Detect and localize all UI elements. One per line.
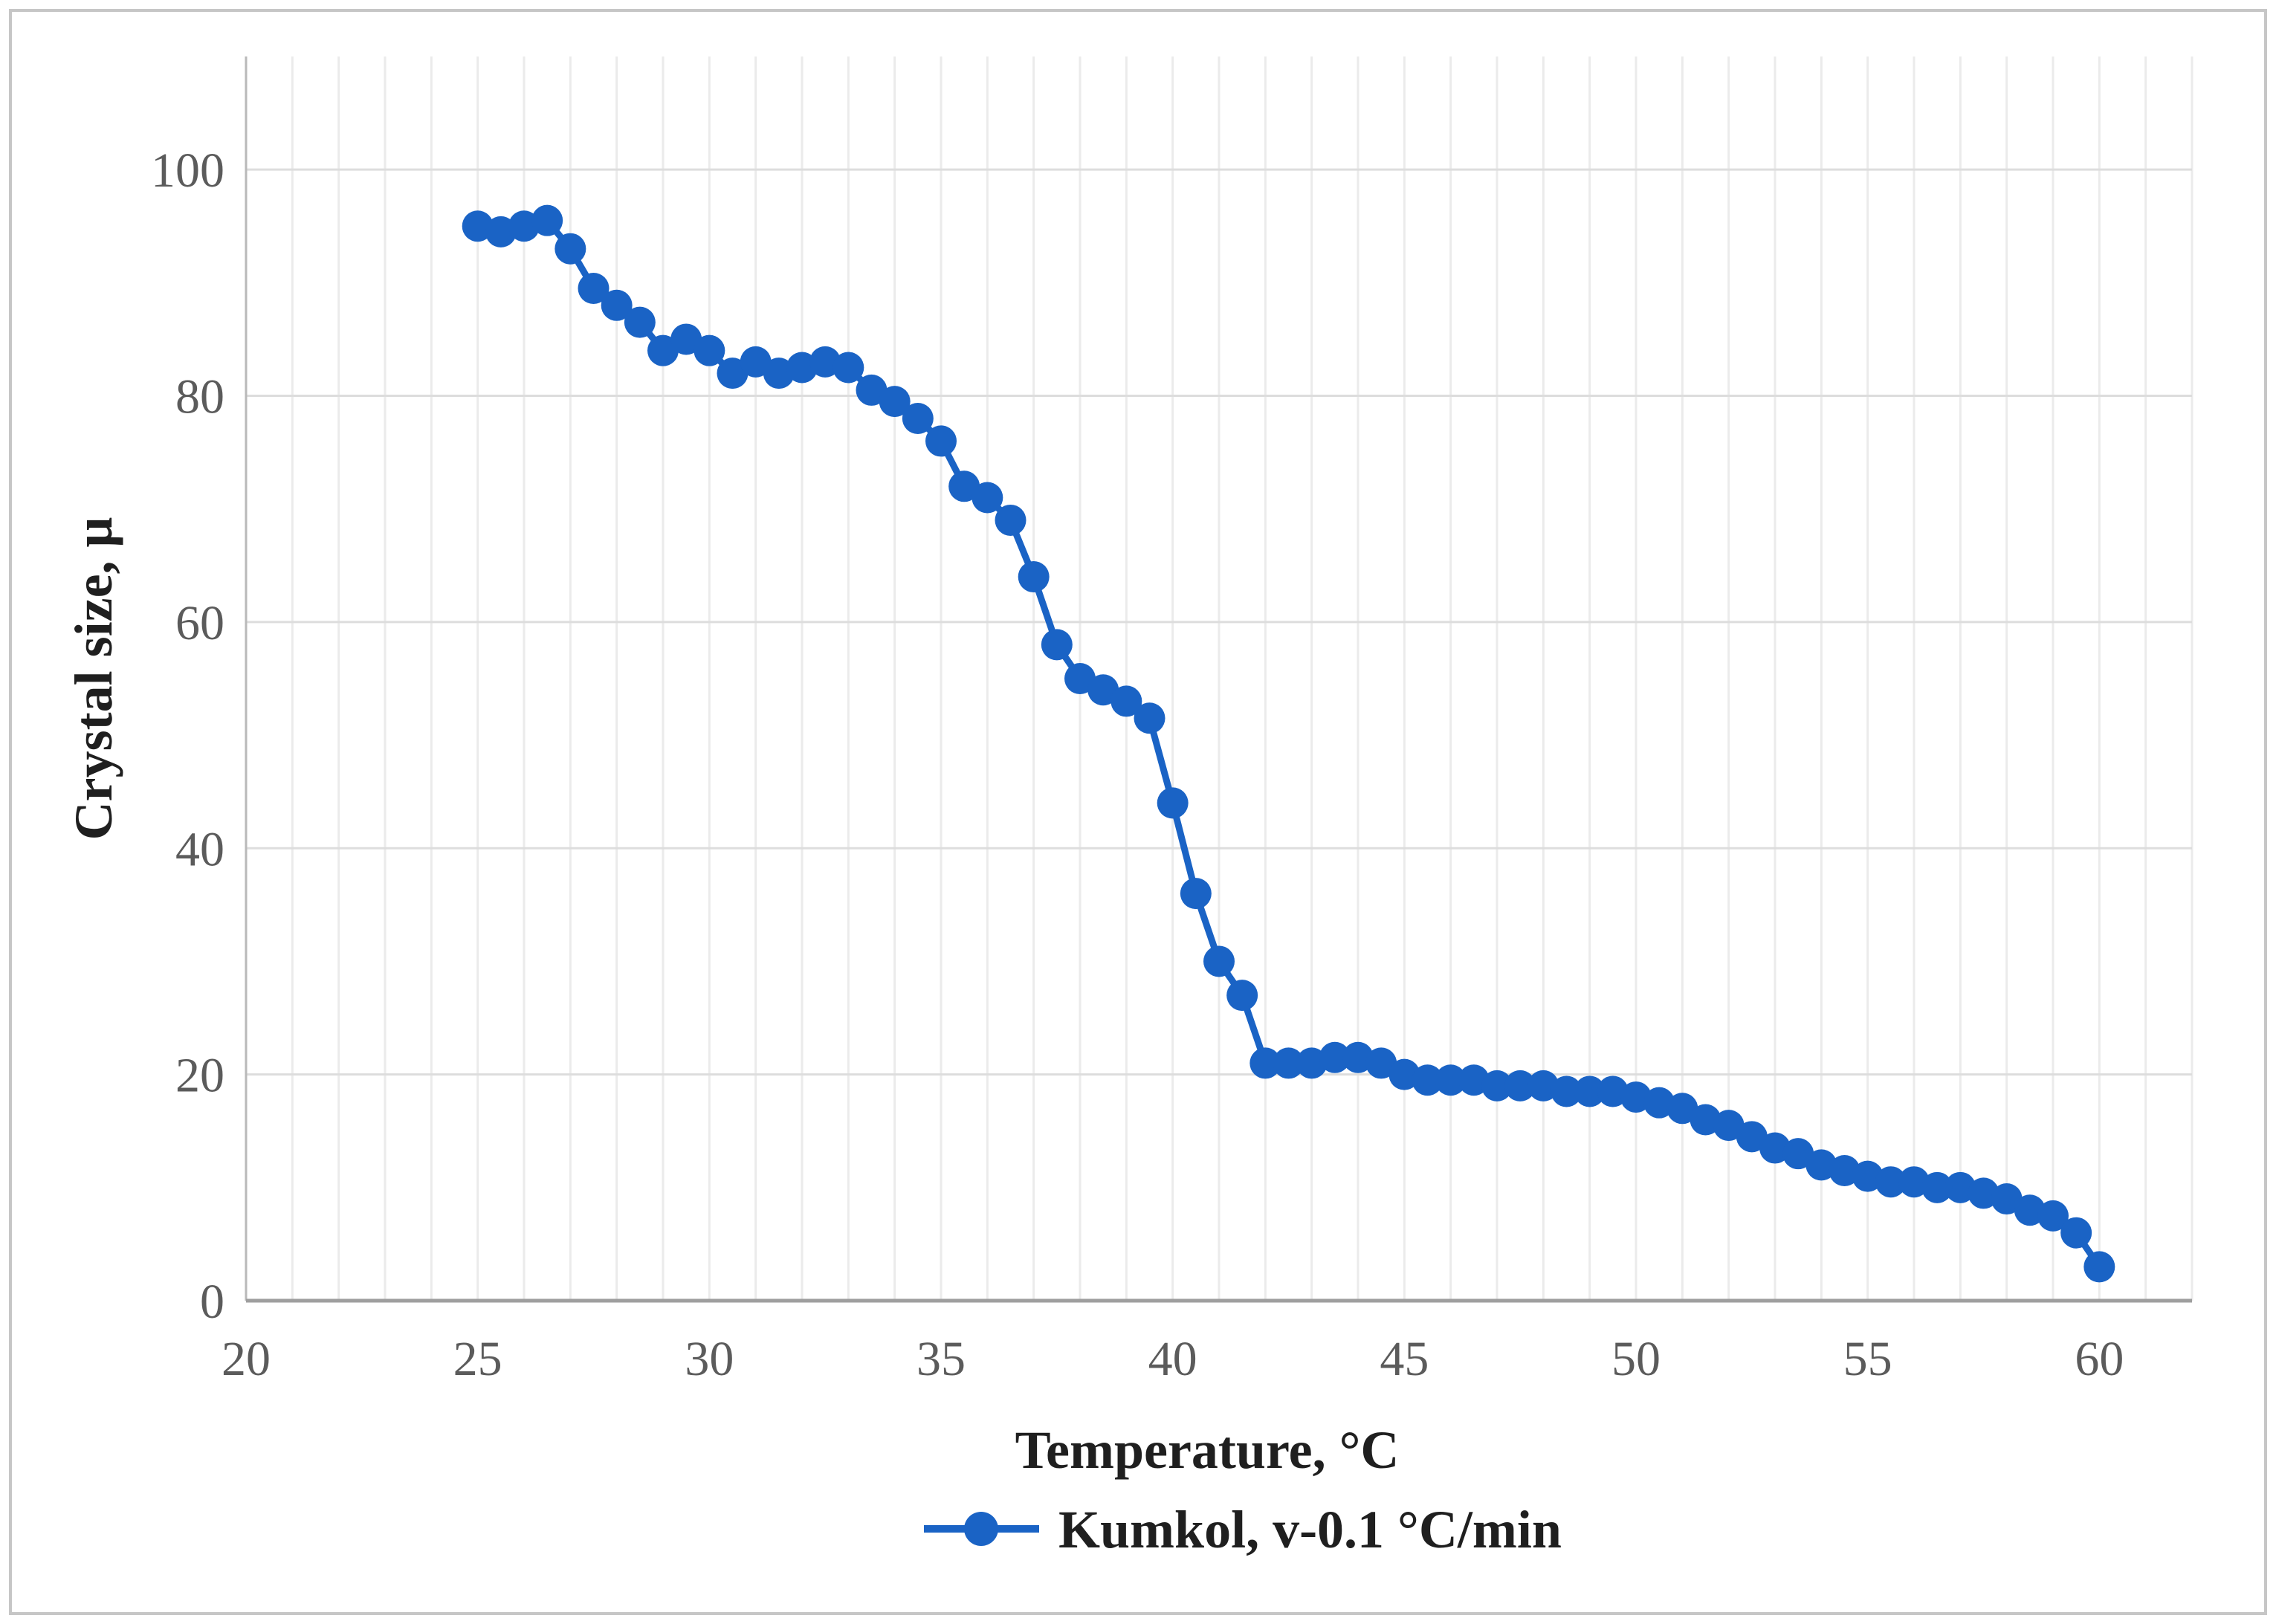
data-point-marker (1157, 787, 1189, 819)
data-point-marker (1504, 1070, 1536, 1101)
y-tick-label: 0 (200, 1275, 224, 1329)
data-point-marker (555, 233, 586, 265)
x-tick-label: 60 (2075, 1332, 2124, 1386)
data-point-marker (578, 272, 610, 304)
data-point-marker (1481, 1070, 1513, 1101)
data-point-marker (1226, 980, 1258, 1012)
x-tick-label: 45 (1380, 1332, 1429, 1386)
data-point-marker (1782, 1138, 1814, 1170)
x-tick-label: 35 (916, 1332, 966, 1386)
x-axis-title: Temperature, °C (1015, 1420, 1400, 1480)
data-point-marker (670, 323, 702, 355)
data-point-marker (2037, 1200, 2069, 1232)
data-point-marker (2060, 1217, 2092, 1249)
data-point-marker (1736, 1121, 1768, 1153)
data-point-marker (902, 402, 934, 434)
data-point-marker (995, 504, 1027, 536)
data-point-marker (1041, 629, 1073, 661)
data-point-marker (1713, 1110, 1745, 1142)
x-tick-label: 55 (1843, 1332, 1892, 1386)
data-point-marker (624, 306, 656, 338)
x-tick-label: 25 (453, 1332, 502, 1386)
y-tick-label: 40 (175, 822, 224, 876)
data-point-marker (1666, 1093, 1698, 1125)
data-point-marker (1087, 674, 1119, 706)
data-point-marker (647, 334, 679, 366)
data-point-marker (833, 352, 864, 384)
data-point-marker (2083, 1251, 2115, 1283)
data-point-marker (1574, 1075, 1606, 1107)
data-point-marker (1875, 1166, 1907, 1198)
axes-layer (245, 56, 2192, 1303)
data-point-marker (856, 374, 888, 406)
data-point-marker (531, 204, 563, 236)
legend: Kumkol, v-0.1 °C/min (924, 1500, 1562, 1559)
y-tick-label: 60 (175, 596, 224, 650)
x-tick-label: 20 (222, 1332, 271, 1386)
data-point-marker (1319, 1041, 1351, 1073)
data-series-layer (462, 204, 2115, 1283)
legend-marker-icon (964, 1512, 998, 1546)
data-point-marker (601, 289, 633, 321)
y-tick-label: 20 (175, 1049, 224, 1103)
data-point-marker (1203, 945, 1235, 977)
data-point-marker (971, 482, 1003, 514)
figure-border (9, 9, 2267, 1615)
data-point-marker (694, 334, 725, 366)
data-point-marker (1018, 561, 1050, 593)
data-point-marker (740, 346, 772, 378)
data-point-marker (1064, 663, 1096, 694)
x-tick-label: 50 (1611, 1332, 1661, 1386)
data-point-marker (879, 386, 911, 418)
data-point-marker (1435, 1064, 1467, 1096)
data-point-marker (1412, 1064, 1443, 1096)
legend-label: Kumkol, v-0.1 °C/min (1058, 1500, 1562, 1559)
data-point-marker (1921, 1171, 1953, 1203)
data-point-marker (948, 470, 980, 502)
data-point-marker (1991, 1183, 2023, 1215)
y-tick-label: 80 (175, 370, 224, 424)
gridlines-layer (246, 56, 2193, 1301)
y-axis-title: Crystal size, μ (64, 517, 123, 841)
data-point-marker (1551, 1075, 1582, 1107)
data-point-marker (1273, 1047, 1305, 1079)
data-point-marker (1249, 1047, 1281, 1079)
data-point-marker (925, 425, 957, 457)
x-tick-label: 40 (1148, 1332, 1197, 1386)
data-point-marker (1134, 702, 1166, 734)
data-point-marker (1365, 1047, 1397, 1079)
data-point-marker (717, 358, 749, 389)
data-point-marker (1110, 685, 1142, 717)
y-tick-label: 100 (151, 143, 224, 198)
data-point-marker (1180, 878, 1212, 910)
x-tick-label: 30 (685, 1332, 734, 1386)
